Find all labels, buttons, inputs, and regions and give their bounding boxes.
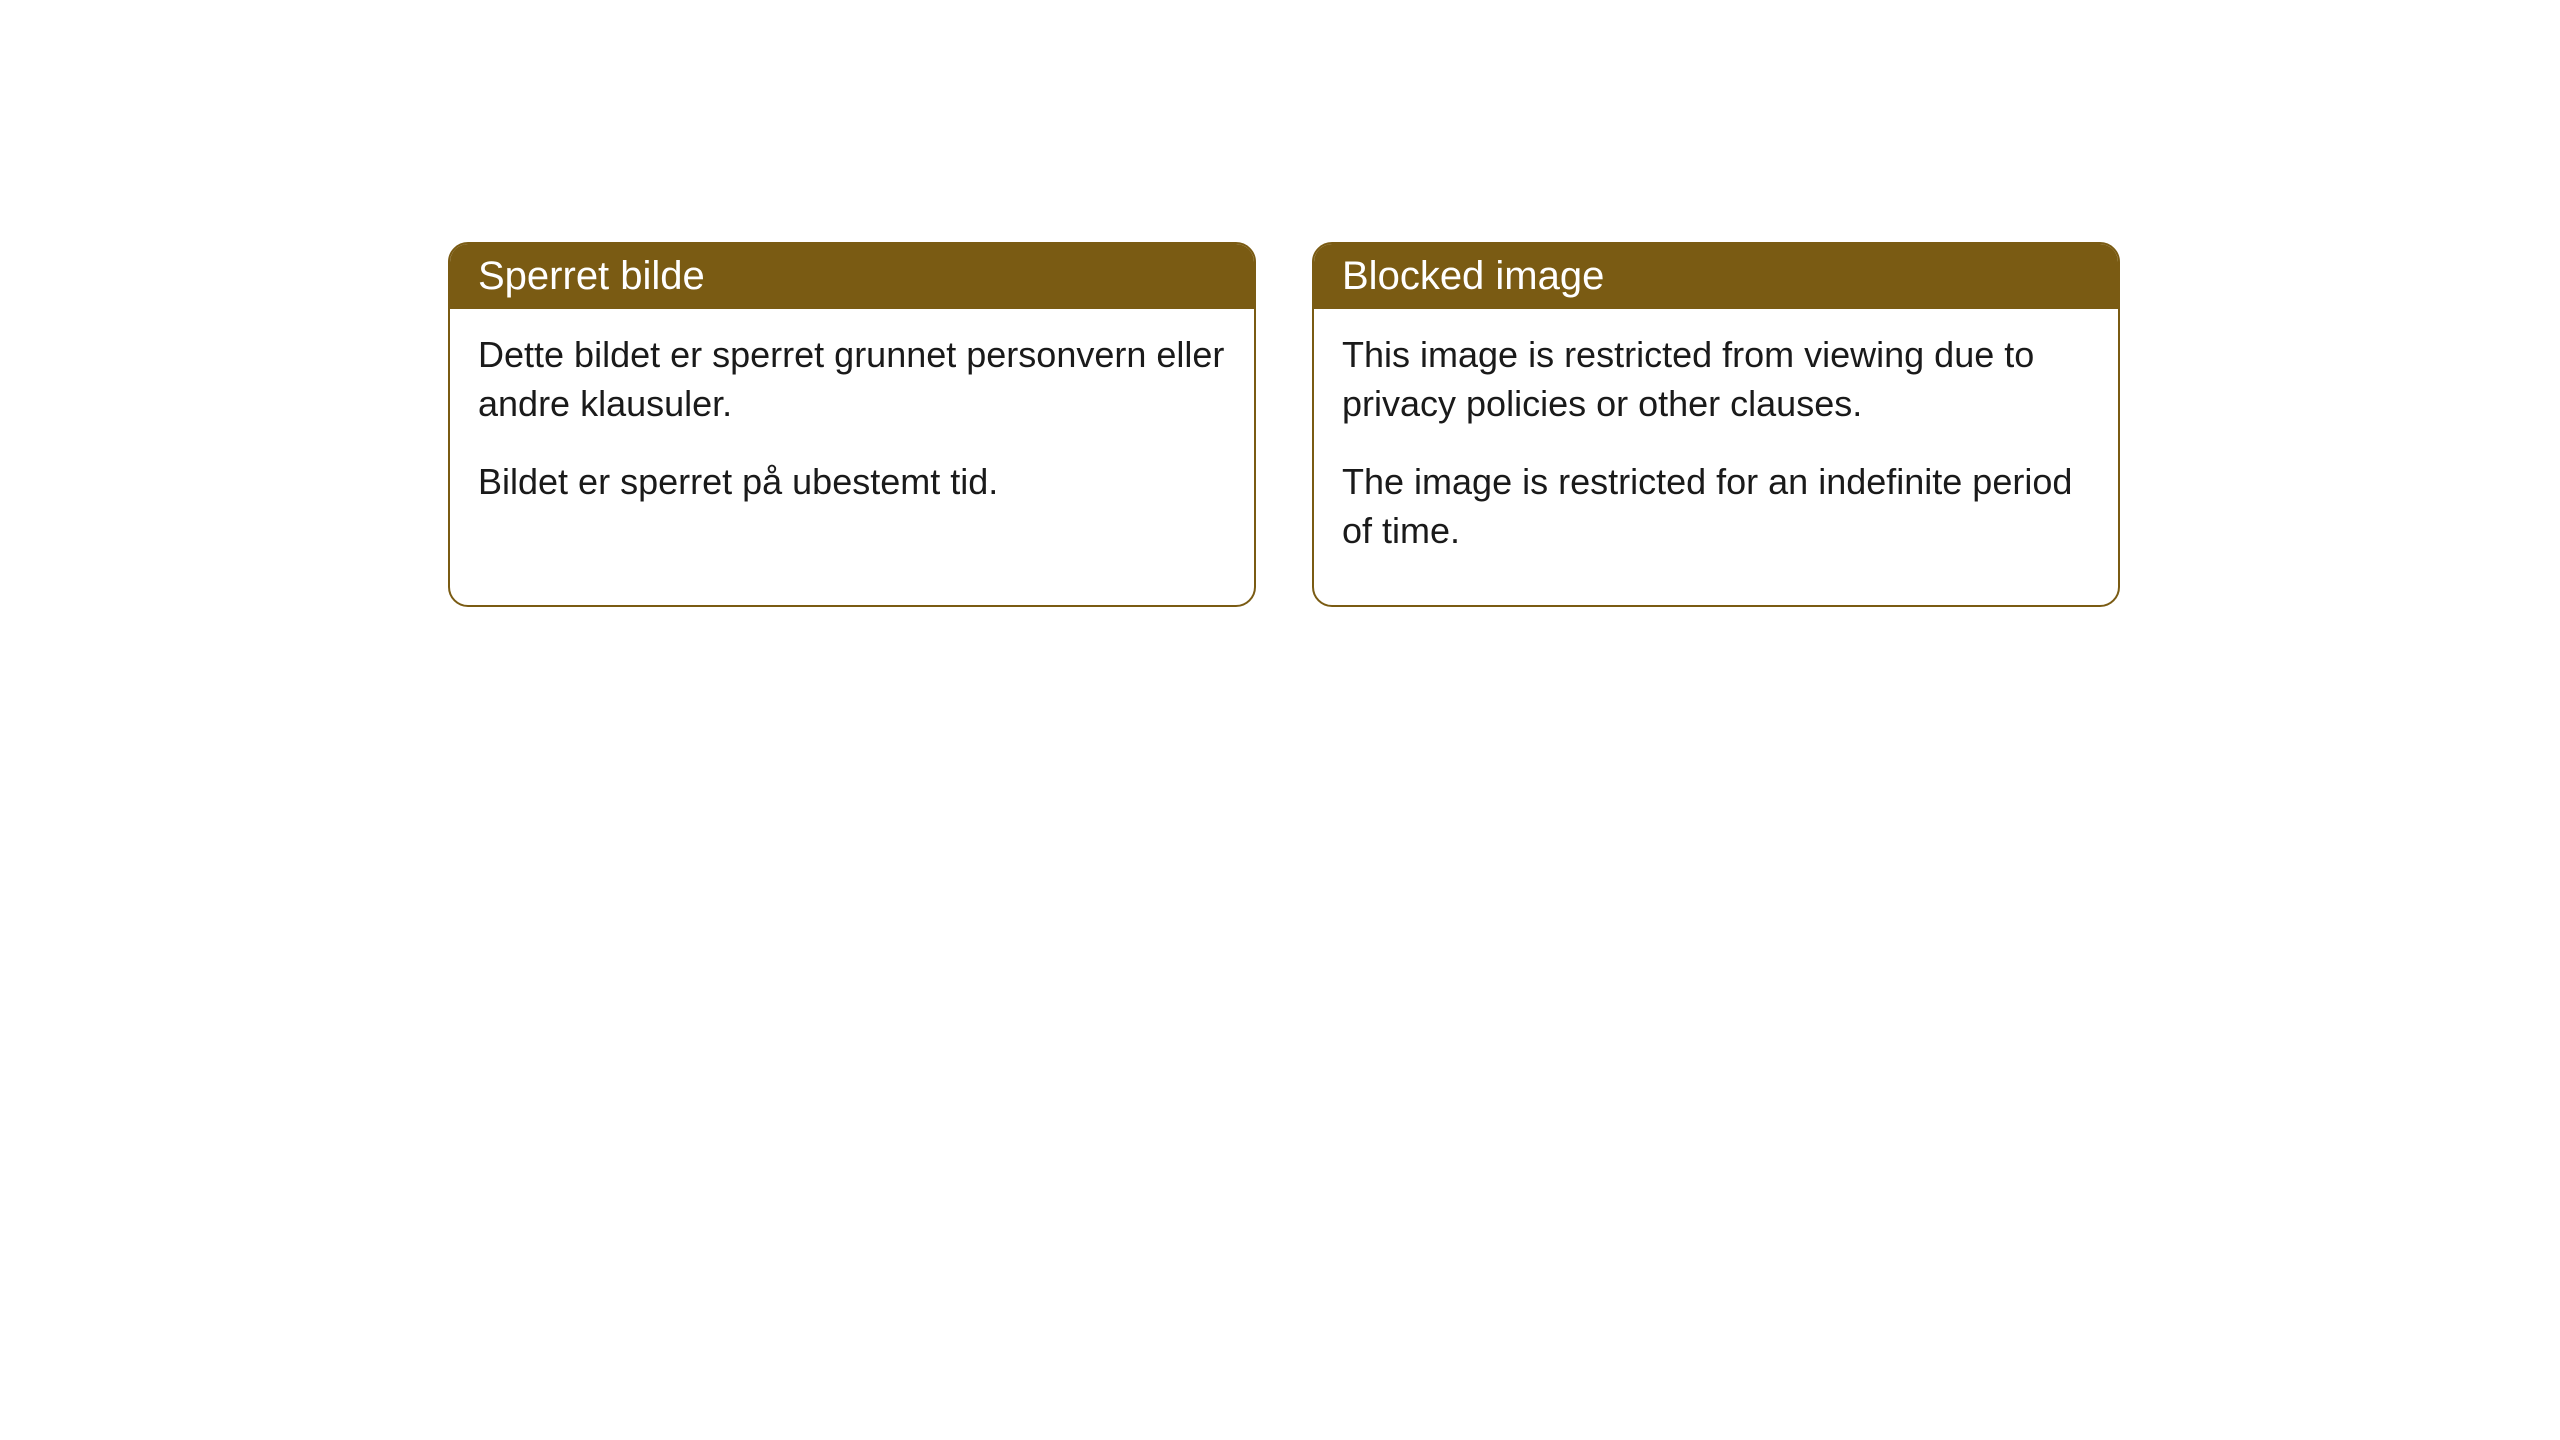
card-header: Blocked image xyxy=(1314,244,2118,309)
card-paragraph: This image is restricted from viewing du… xyxy=(1342,331,2090,428)
card-paragraph: The image is restricted for an indefinit… xyxy=(1342,458,2090,555)
card-header: Sperret bilde xyxy=(450,244,1254,309)
card-body: Dette bildet er sperret grunnet personve… xyxy=(450,309,1254,557)
card-paragraph: Dette bildet er sperret grunnet personve… xyxy=(478,331,1226,428)
notice-card-english: Blocked image This image is restricted f… xyxy=(1312,242,2120,607)
card-title: Sperret bilde xyxy=(478,254,705,298)
notice-cards-container: Sperret bilde Dette bildet er sperret gr… xyxy=(448,242,2120,607)
notice-card-norwegian: Sperret bilde Dette bildet er sperret gr… xyxy=(448,242,1256,607)
card-title: Blocked image xyxy=(1342,254,1604,298)
card-body: This image is restricted from viewing du… xyxy=(1314,309,2118,605)
card-paragraph: Bildet er sperret på ubestemt tid. xyxy=(478,458,1226,507)
